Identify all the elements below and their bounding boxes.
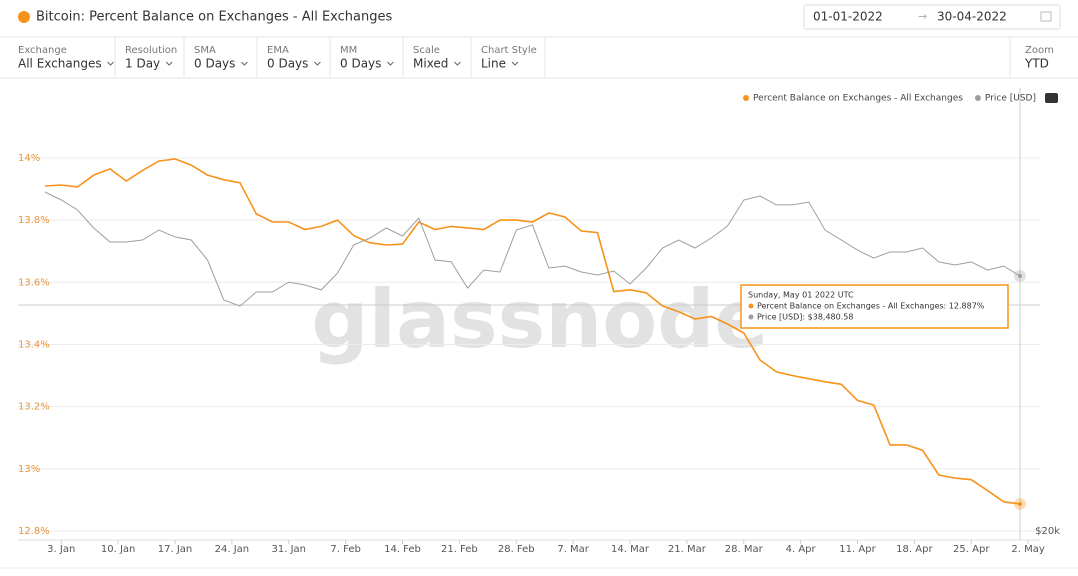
series-line (44, 158, 1021, 505)
chevron (387, 61, 394, 66)
series-line (44, 191, 1021, 307)
control-label: EMA (267, 45, 289, 56)
chevron (165, 61, 173, 66)
control-label: Chart Style (481, 45, 537, 56)
control-label: Exchange (18, 45, 67, 56)
legend-swatch (743, 95, 750, 101)
date-range[interactable] (803, 4, 1061, 30)
x-tick-label: 4. Apr (786, 544, 817, 555)
chevron (454, 61, 461, 66)
x-tick-label: 7. Mar (557, 544, 589, 555)
chevron (107, 61, 114, 66)
tooltip-line: Price [USD]: $38,480.58 (757, 313, 853, 322)
x-tick-label: 14. Feb (384, 544, 421, 555)
hover-point (1018, 273, 1022, 278)
date-arrow: → (918, 10, 927, 23)
y-tick-label: 13.2% (18, 402, 50, 413)
control-value[interactable]: Mixed (413, 57, 448, 71)
hover-point (1018, 501, 1022, 506)
x-tick-label: 28. Feb (498, 544, 535, 555)
plot: 12.8% 13% 13.2% 13.4% 13.6% 13.8% 14% $20k 3. Ja… (18, 88, 1060, 555)
tooltip-line: Percent Balance on Exchanges - All Excha… (757, 302, 985, 311)
legend-swatch (974, 95, 981, 101)
control-label: Resolution (125, 45, 177, 56)
x-tick-label: 14. Mar (611, 544, 650, 555)
x-tick-label: 17. Jan (158, 544, 193, 555)
page-title: Bitcoin: Percent Balance on Exchanges - … (36, 10, 392, 25)
x-tick-label: 24. Jan (215, 544, 250, 555)
control-value[interactable]: 1 Day (125, 57, 160, 71)
date-from[interactable]: 01-01-2022 (813, 10, 883, 24)
x-tick-label: 7. Feb (330, 544, 360, 555)
y-tick-label: 13.8% (18, 215, 50, 226)
date-to[interactable]: 30-04-2022 (937, 10, 1007, 24)
x-tick-label: 3. Jan (47, 544, 75, 555)
chevron (511, 61, 519, 66)
x-tick-label: 10. Jan (101, 544, 136, 555)
chevron (314, 61, 321, 66)
x-tick-label: 28. Mar (725, 544, 764, 555)
x-tick-label: 31. Jan (272, 544, 307, 555)
calendar-icon (1040, 11, 1052, 22)
x-tick-label: 25. Apr (953, 544, 990, 555)
y-tick-label: 14% (18, 153, 40, 164)
watermark: glassnode (311, 273, 768, 366)
x-tick-label: 21. Feb (441, 544, 478, 555)
tooltip-box (740, 284, 1009, 329)
x-tick-label: 21. Mar (668, 544, 707, 555)
control-label: Scale (413, 45, 440, 56)
y-tick-label: 12.8% (18, 526, 50, 537)
tooltip-swatch (748, 303, 754, 309)
y2-tick-label: $20k (1035, 526, 1060, 537)
x-tick-label: 2. May (1011, 544, 1044, 555)
x-tick-label: 11. Apr (839, 544, 876, 555)
camera-icon[interactable] (1045, 93, 1058, 103)
chevron (241, 61, 248, 66)
tooltip: Sunday, May 01 2022 UTC Percent Balance o… (740, 284, 1009, 329)
y-tick-label: 13.4% (18, 339, 50, 350)
control-value[interactable]: 0 Days (267, 57, 308, 71)
btc-icon (18, 11, 30, 23)
y-tick-label: 13.6% (18, 277, 50, 288)
y-tick-label: 13% (18, 464, 40, 475)
legend-label: Price [USD] (985, 94, 1036, 104)
control-value[interactable]: 0 Days (194, 57, 235, 71)
control-value[interactable]: All Exchanges (18, 57, 102, 71)
legend-label: Percent Balance on Exchanges - All Excha… (753, 94, 963, 104)
tooltip-title: Sunday, May 01 2022 UTC (748, 291, 854, 300)
x-tick-label: 18. Apr (896, 544, 933, 555)
tooltip-swatch (748, 314, 754, 320)
control-value[interactable]: 0 Days (340, 57, 381, 71)
control-label: SMA (194, 45, 216, 56)
control-label: MM (340, 45, 357, 56)
zoom-value[interactable]: YTD (1024, 57, 1049, 71)
control-value[interactable]: Line (481, 57, 506, 71)
zoom-label: Zoom (1025, 45, 1054, 56)
